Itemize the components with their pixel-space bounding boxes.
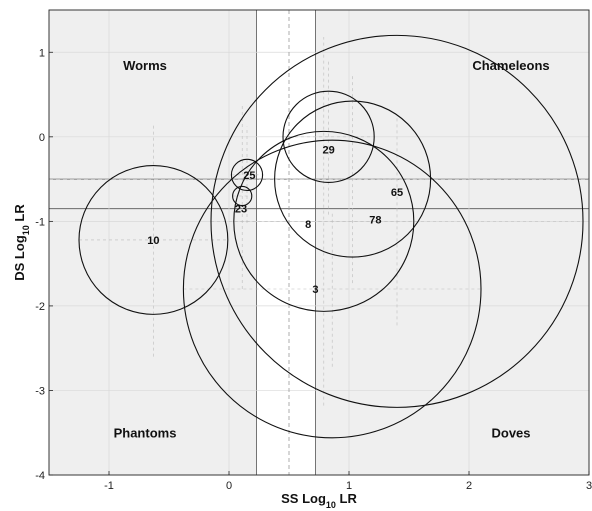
ellipse-label-3: 3: [312, 284, 318, 296]
ellipse-label-10: 10: [147, 235, 159, 247]
region-labels: Phantoms Doves Worms Chameleons: [114, 58, 550, 441]
white-band-vertical: [256, 10, 316, 475]
ellipse-label-23: 23: [235, 204, 247, 216]
plot-background: [49, 10, 589, 475]
x-axis-title: SS Log10 LR: [281, 491, 357, 510]
ellipse-label-25: 25: [243, 170, 255, 182]
region-label-doves: Doves: [491, 426, 530, 441]
y-tick-label: -3: [35, 385, 45, 397]
ellipse-label-8: 8: [305, 219, 311, 231]
ellipse-label-78: 78: [369, 215, 381, 227]
ellipse-label-65: 65: [391, 187, 403, 199]
y-tick-label: -2: [35, 301, 45, 313]
ellipse-25: [230, 158, 264, 192]
region-label-worms: Worms: [123, 58, 167, 73]
y-tick-label: 1: [39, 47, 45, 59]
ellipse-65: [274, 100, 432, 258]
plot-area: [49, 10, 589, 475]
x-tick-label: -1: [104, 480, 114, 492]
ellipse-23: [232, 185, 253, 207]
ellipse-8: [233, 130, 415, 312]
ellipse-label-29: 29: [322, 145, 334, 157]
ellipses: [78, 34, 584, 439]
region-label-phantoms: Phantoms: [114, 426, 177, 441]
y-axis-title: DS Log10 LR: [12, 204, 31, 281]
y-tick-label: 0: [39, 132, 45, 144]
ellipse-29: [282, 90, 375, 183]
y-tick-label: -1: [35, 216, 45, 228]
ellipse-78: [210, 34, 584, 408]
ellipse-labels: 3 10 8 78 65 29 23 25: [147, 145, 403, 297]
x-tick-label: 2: [466, 480, 472, 492]
x-tick-label: 3: [586, 480, 592, 492]
plot-frame: [48, 9, 590, 476]
ellipse-10: [78, 165, 229, 315]
x-tick-label: 0: [226, 480, 232, 492]
y-tick-label: -4: [35, 470, 45, 482]
x-tick-label: 1: [346, 480, 352, 492]
ellipse-3: [182, 139, 482, 439]
region-label-chameleons: Chameleons: [472, 58, 549, 73]
